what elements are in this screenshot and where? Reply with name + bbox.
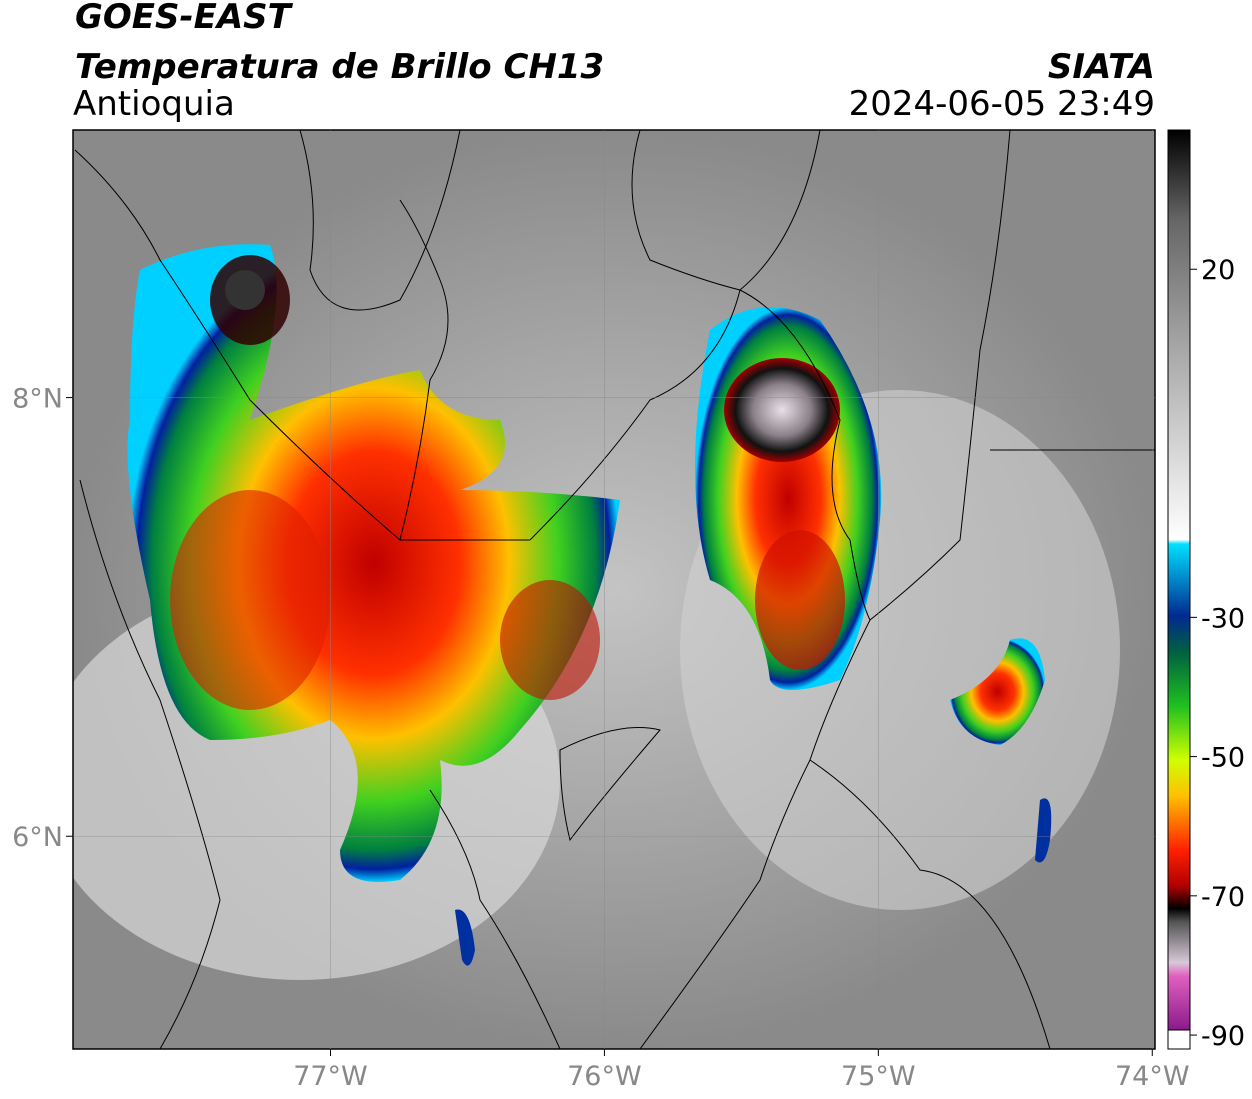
colorbar [1168,130,1190,1030]
colorbar-under [1167,1029,1191,1050]
region: Antioquia [73,84,235,124]
colorbar-tick-label: -50 [1201,743,1245,774]
colorbar-frame [1167,129,1191,1050]
colorbar-tick-label: -30 [1201,603,1245,634]
colorbar-tick-label: 20 [1201,255,1235,286]
x-tick-label: 77°W [293,1061,368,1092]
x-tick-label: 75°W [841,1061,916,1092]
title: GOES-EAST [75,0,294,37]
datetime: 2024-06-05 23:49 [849,84,1155,124]
y-tick-label: 8°N [12,384,63,415]
source: SIATA [1048,47,1155,87]
x-tick-label: 76°W [567,1061,642,1092]
map-frame [72,129,1156,1050]
subtitle: Temperatura de Brillo CH13 [75,47,604,87]
y-tick-label: 6°N [12,822,63,853]
x-tick-label: 74°W [1115,1061,1190,1092]
colorbar-tick-label: -90 [1201,1021,1245,1052]
satellite-image [73,130,1155,1049]
colorbar-tick-label: -70 [1201,882,1245,913]
